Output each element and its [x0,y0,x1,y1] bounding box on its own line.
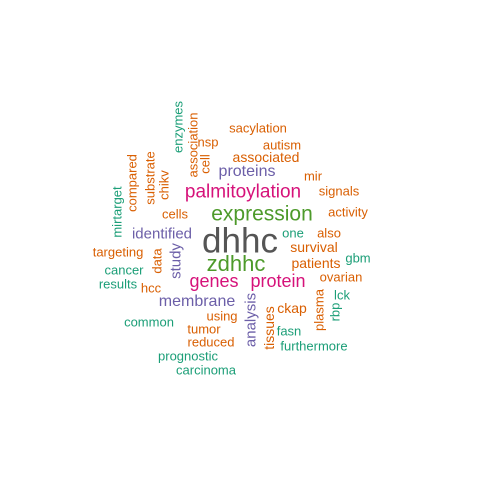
word-results: results [98,276,138,292]
word-fasn: fasn [276,323,302,339]
word-mir: mir [303,168,323,184]
word-lck: lck [334,287,350,303]
word-substrate: substrate [142,151,158,205]
word-rbp: rbp [327,302,343,322]
word-genes: genes [189,271,239,291]
word-ckap: ckap [277,300,307,316]
word-cells: cells [161,206,189,222]
word-common: common [124,314,174,330]
word-autism: autism [262,137,302,153]
word-ovarian: ovarian [319,269,363,285]
word-tumor: tumor [187,321,221,337]
word-using: using [206,308,238,324]
word-identified: identified [131,225,193,243]
word-tissues: tissues [261,306,277,350]
word-cell: cell [197,154,213,174]
word-enzymes: enzymes [170,100,186,154]
word-palmitoylation: palmitoylation [184,181,302,203]
word-reduced: reduced [187,334,235,350]
word-dhhc: dhhc [202,221,278,261]
word-nsp: nsp [197,134,219,150]
word-compared: compared [124,154,140,212]
word-activity: activity [328,204,368,220]
word-mirtarget: mirtarget [109,186,125,238]
word-also: also [317,225,341,241]
word-prognostic: prognostic [158,348,218,364]
word-chikv: chikv [156,170,172,200]
word-carcinoma: carcinoma [176,362,236,378]
word-furthermore: furthermore [280,338,348,354]
word-study: study [167,243,185,279]
word-hcc: hcc [140,280,162,296]
word-cancer: cancer [104,262,144,278]
word-survival: survival [290,239,338,255]
word-targeting: targeting [92,244,144,260]
word-signals: signals [318,183,360,199]
word-expression: expression [211,202,313,226]
word-associated: associated [232,149,300,165]
word-membrane: membrane [158,293,236,310]
word-plasma: plasma [311,289,327,331]
word-protein: protein [250,271,306,291]
word-patients: patients [291,255,341,271]
word-analysis: analysis [242,292,260,348]
word-proteins: proteins [218,163,276,180]
word-zdhhc: zdhhc [206,251,266,276]
word-sacylation: sacylation [229,120,287,136]
word-one: one [282,225,304,241]
word-gbm: gbm [345,250,371,266]
word-data: data [149,248,165,274]
